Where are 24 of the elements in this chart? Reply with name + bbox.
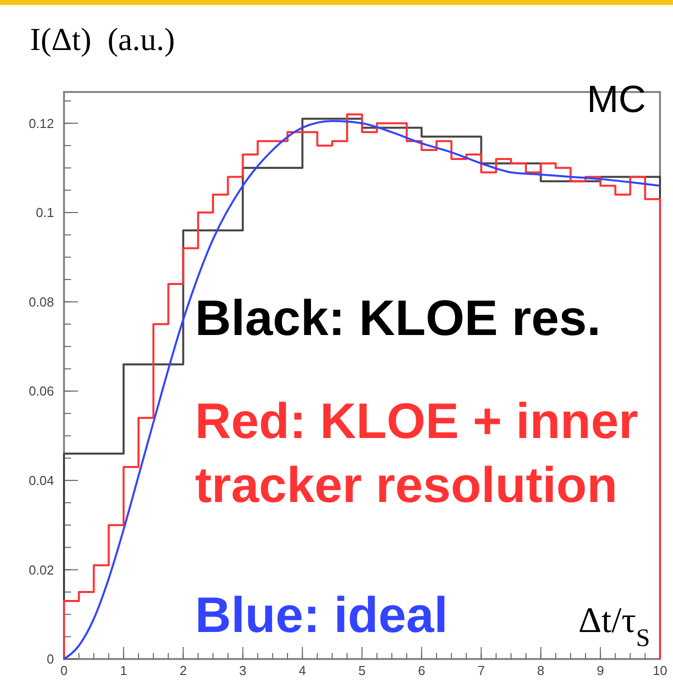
x-tick-label: 7: [478, 663, 485, 678]
x-tick-label: 6: [418, 663, 426, 678]
x-tick-label: 1: [120, 663, 128, 678]
series-label: Black: KLOE res.: [195, 290, 601, 346]
series-label: Red: KLOE + inner tracker resolution: [195, 393, 638, 513]
annotation: MC: [586, 79, 646, 121]
y-tick-label: 0.08: [28, 294, 54, 310]
y-axis-title: I(Δt) (a.u.): [30, 21, 175, 57]
x-tick-label: 3: [239, 663, 246, 678]
x-tick-label: 8: [537, 663, 544, 678]
series-label: Blue: ideal: [195, 587, 448, 643]
x-tick-label: 9: [596, 663, 604, 678]
y-tick-label: 0.02: [28, 562, 54, 578]
x-axis-title: Δt/τ$_{S}$: [578, 600, 650, 652]
y-tick-label: 0.04: [28, 472, 54, 488]
y-tick-label: 0.06: [28, 384, 54, 399]
y-tick-label: 0: [46, 652, 54, 667]
y-tick-label: 0.1: [36, 205, 54, 220]
x-tick-label: 0: [60, 663, 68, 678]
x-tick-label: 10: [652, 663, 668, 678]
x-tick-label: 2: [180, 663, 187, 678]
y-tick-label: 0.12: [28, 116, 54, 131]
x-tick-label: 5: [358, 663, 366, 678]
x-tick-label: 4: [298, 663, 306, 678]
